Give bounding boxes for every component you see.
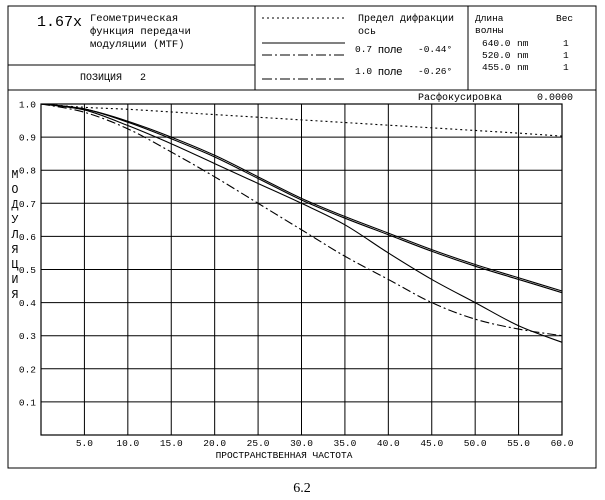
x-tick-label-0: 5.0	[76, 438, 93, 449]
y-axis-label-char-6: Ц	[12, 259, 19, 272]
figure-caption: 6.2	[293, 481, 311, 496]
x-tick-label-10: 55.0	[507, 438, 530, 449]
y-tick-label-7: 0.8	[19, 166, 36, 177]
position-value: 2	[140, 73, 146, 84]
x-tick-label-11: 60.0	[551, 438, 574, 449]
wavelength-title-1: Длина	[475, 13, 504, 24]
x-tick-label-2: 15.0	[160, 438, 183, 449]
y-tick-label-4: 0.5	[19, 265, 36, 276]
weight-row-1: 1	[563, 38, 569, 49]
title-line-1: Геометрическая	[90, 13, 178, 25]
y-tick-label-2: 0.3	[19, 331, 36, 342]
plot-series	[40, 103, 563, 343]
x-tick-label-9: 50.0	[464, 438, 487, 449]
legend: Предел дифракции ось 0.7 поле -0.44° 1.0…	[262, 12, 454, 80]
x-axis-label: ПРОСТРАНСТВЕННАЯ ЧАСТОТА	[216, 450, 353, 461]
legend-field07-angle: -0.44°	[418, 44, 452, 55]
weight-row-3: 1	[563, 62, 569, 73]
series-line-2	[40, 103, 563, 292]
wavelength-title-2: волны	[475, 25, 504, 36]
defocus-value: 0.0000	[537, 93, 573, 104]
x-tick-label-7: 40.0	[377, 438, 400, 449]
legend-field10-angle: -0.26°	[418, 66, 452, 77]
position-label: ПОЗИЦИЯ	[80, 73, 122, 84]
legend-field07-word: поле	[378, 44, 402, 56]
legend-field10-prefix: 1.0	[355, 66, 372, 77]
title-line-3: модуляции (MTF)	[90, 39, 185, 51]
x-tick-label-4: 25.0	[247, 438, 270, 449]
title-line-2: функция передачи	[90, 25, 191, 38]
legend-field07-prefix: 0.7	[355, 44, 372, 55]
weight-title: Вес	[556, 13, 573, 24]
y-tick-label-3: 0.4	[19, 298, 36, 309]
legend-label-diffraction: Предел дифракции	[358, 12, 454, 25]
series-line-4	[40, 103, 563, 337]
y-tick-label-8: 0.9	[19, 133, 36, 144]
magnification-label: 1.67x	[37, 14, 82, 31]
tick-labels: 5.0 10.0 15.0 20.0 25.0 30.0 35.0 40.0 45.0 50.0 5…	[19, 100, 574, 450]
y-axis-label-char-4: Л	[11, 229, 19, 242]
wavelength-row-2: 520.0	[482, 50, 511, 61]
y-axis-label-char-7: И	[12, 274, 19, 287]
legend-field10-word: поле	[378, 66, 402, 78]
legend-label-axis: ось	[358, 27, 376, 38]
x-tick-label-5: 30.0	[290, 438, 313, 449]
y-tick-label-6: 0.7	[19, 199, 36, 210]
y-tick-label-9: 1.0	[19, 100, 36, 111]
wavelength-unit-1: nm	[517, 38, 529, 49]
x-tick-label-6: 35.0	[334, 438, 357, 449]
defocus-label: Расфокусировка	[418, 91, 502, 104]
y-axis-label-char-2: Д	[12, 199, 19, 212]
x-tick-label-1: 10.0	[116, 438, 139, 449]
series-line-1	[40, 103, 563, 294]
wavelength-row-1: 640.0	[482, 38, 511, 49]
wavelength-row-3: 455.0	[482, 62, 511, 73]
y-axis-label-char-0: М	[12, 169, 19, 182]
chart-frame	[7, 89, 597, 469]
series-line-0	[40, 103, 563, 137]
weight-row-2: 1	[563, 50, 569, 61]
wavelength-unit-3: nm	[517, 62, 529, 73]
wavelength-table: Длина волны Вес 640.0 nm 1 520.0 nm 1 45…	[475, 13, 573, 73]
x-tick-label-8: 45.0	[420, 438, 443, 449]
y-axis-label-char-8: Я	[12, 289, 19, 302]
y-axis-label-char-3: У	[12, 214, 19, 227]
x-tick-label-3: 20.0	[203, 438, 226, 449]
plot-border	[40, 103, 563, 436]
plot-grid	[41, 103, 563, 435]
y-axis-label-char-5: Я	[12, 244, 19, 257]
series-line-3	[40, 103, 563, 343]
y-tick-label-1: 0.2	[19, 364, 36, 375]
y-tick-label-5: 0.6	[19, 232, 36, 243]
wavelength-unit-2: nm	[517, 50, 529, 61]
y-tick-label-0: 0.1	[19, 397, 36, 408]
y-axis-label-char-1: О	[12, 184, 19, 197]
